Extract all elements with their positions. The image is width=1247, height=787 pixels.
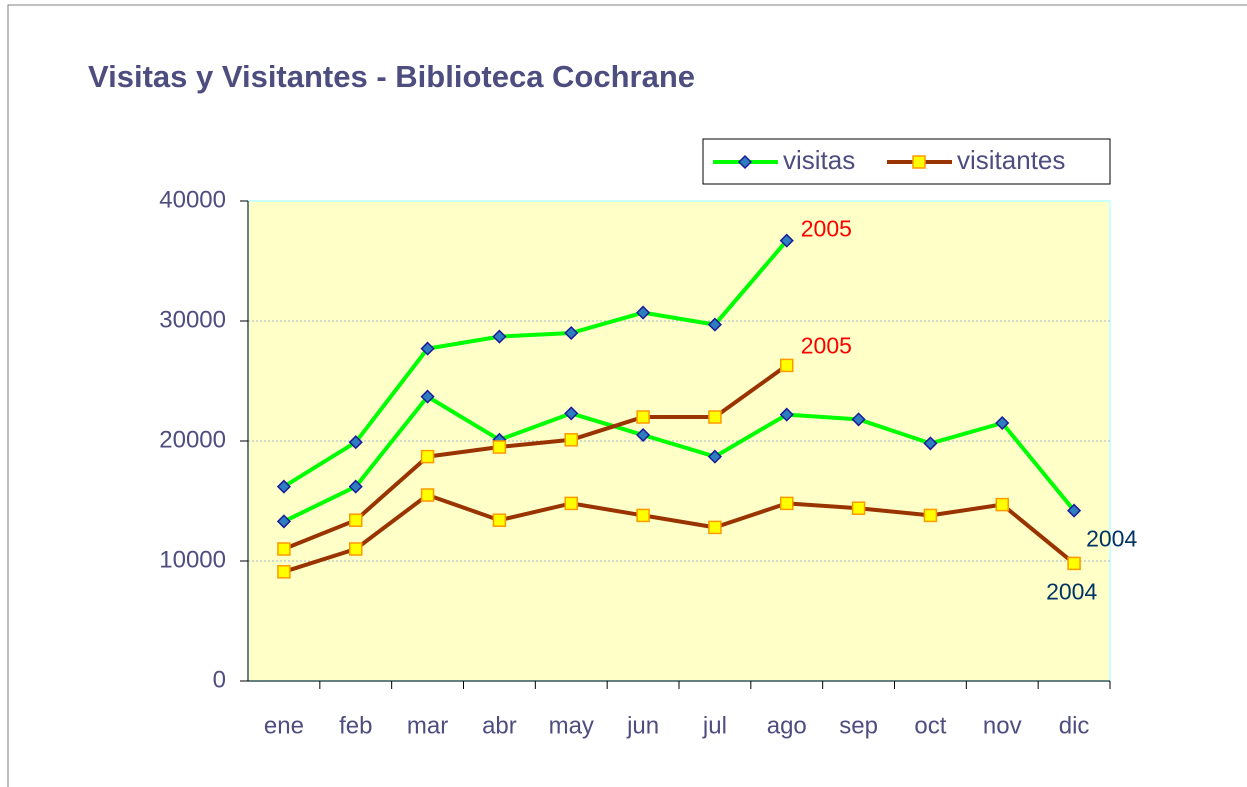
marker	[995, 497, 1009, 512]
marker	[277, 542, 291, 556]
series-line	[283, 363, 788, 551]
marker	[276, 514, 291, 529]
x-tick-label: feb	[339, 712, 372, 739]
line-annotation: 2005	[801, 332, 852, 358]
x-tick-label: ago	[767, 712, 807, 739]
marker	[348, 435, 363, 450]
marker	[349, 542, 363, 556]
marker	[276, 479, 291, 494]
marker	[492, 329, 507, 344]
marker	[492, 440, 507, 454]
x-tick-label: may	[549, 712, 594, 739]
marker	[564, 496, 578, 511]
y-tick-label: 20000	[159, 426, 226, 453]
y-tick-label: 30000	[159, 306, 226, 333]
chart-title: Visitas y Visitantes - Biblioteca Cochra…	[88, 59, 695, 94]
marker	[636, 508, 650, 523]
x-tick-label: oct	[914, 712, 946, 739]
marker	[349, 513, 363, 527]
marker	[564, 406, 579, 421]
marker	[707, 317, 722, 332]
line-annotation: 2005	[801, 216, 852, 242]
x-tick-label: jun	[626, 712, 659, 739]
series-line	[282, 239, 789, 489]
marker	[277, 565, 291, 579]
legend-label: visitas	[783, 145, 855, 175]
marker	[779, 233, 794, 248]
y-tick-label: 40000	[159, 186, 226, 213]
marker	[420, 389, 435, 404]
frame	[7, 4, 1247, 787]
marker	[923, 508, 938, 523]
marker	[708, 410, 722, 424]
marker	[564, 433, 578, 447]
marker	[420, 449, 435, 464]
marker	[995, 415, 1010, 431]
line-annotation: 2004	[1046, 578, 1097, 604]
marker	[708, 520, 722, 535]
marker	[779, 407, 794, 422]
y-tick-label: 0	[213, 666, 226, 693]
marker	[1067, 503, 1082, 518]
marker	[348, 479, 363, 494]
x-tick-label: abr	[482, 712, 517, 739]
marker	[420, 341, 435, 356]
legend-marker	[737, 154, 753, 170]
x-tick-label: jul	[702, 712, 727, 739]
marker	[420, 488, 435, 502]
marker	[564, 325, 579, 341]
legend-label: visitantes	[957, 145, 1065, 175]
marker	[780, 496, 794, 511]
x-tick-label: sep	[839, 712, 878, 739]
y-tick-label: 10000	[159, 546, 226, 573]
x-tick-label: ene	[264, 712, 304, 739]
marker	[707, 449, 722, 464]
marker	[851, 501, 866, 515]
x-tick-label: mar	[407, 712, 448, 739]
line-annotation: 2004	[1086, 526, 1137, 552]
marker	[492, 513, 507, 527]
marker	[636, 427, 651, 443]
marker	[780, 358, 794, 373]
legend-marker	[912, 155, 926, 169]
series-line	[283, 394, 1076, 524]
marker	[923, 436, 938, 451]
marker	[636, 410, 650, 424]
series-line	[283, 493, 1076, 574]
marker	[636, 305, 651, 320]
marker	[1067, 556, 1081, 571]
x-tick-label: nov	[983, 712, 1022, 739]
x-tick-label: dic	[1059, 712, 1090, 739]
marker	[851, 412, 866, 427]
